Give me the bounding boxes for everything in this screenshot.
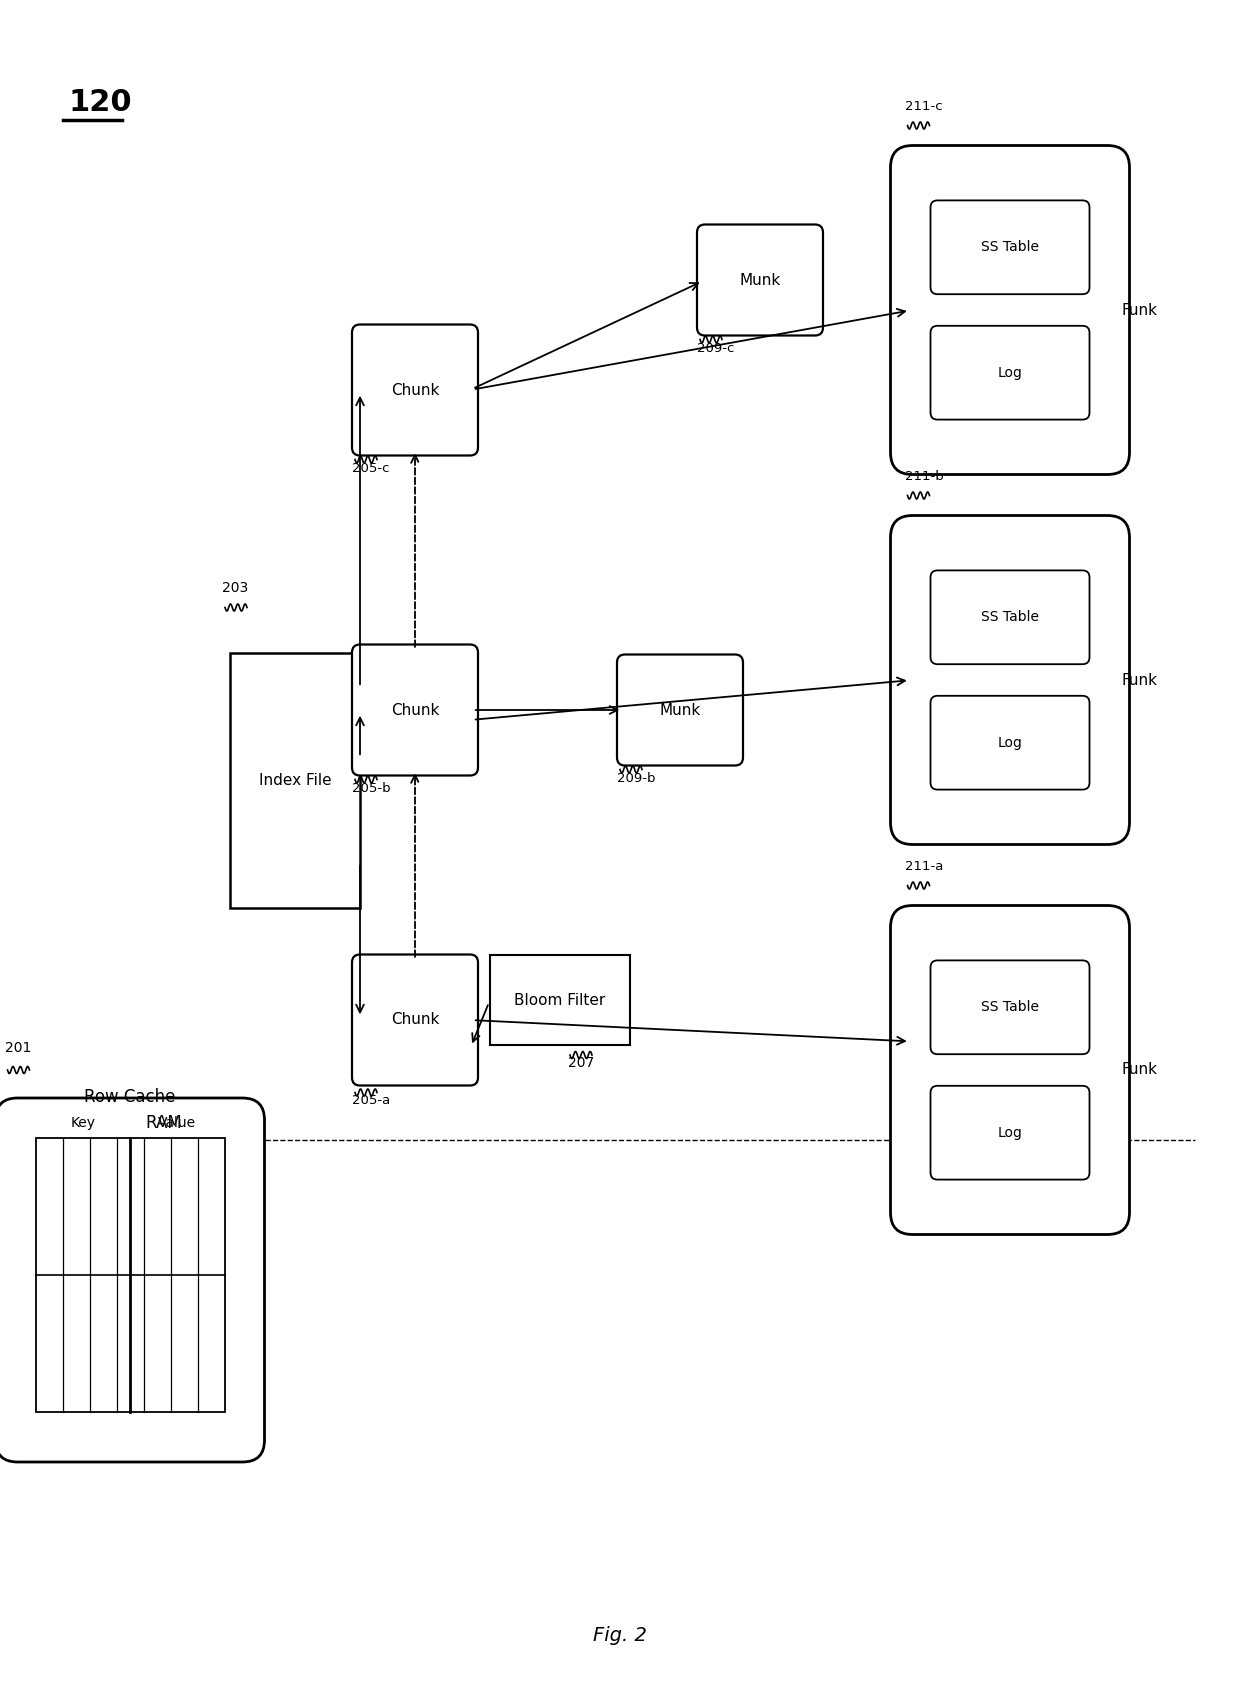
Bar <box>36 1138 224 1413</box>
Text: Index File: Index File <box>259 773 331 788</box>
Text: Bloom Filter: Bloom Filter <box>515 993 605 1007</box>
Text: Value: Value <box>159 1116 196 1129</box>
FancyBboxPatch shape <box>890 146 1130 474</box>
FancyBboxPatch shape <box>930 961 1090 1054</box>
FancyBboxPatch shape <box>0 1099 264 1462</box>
Text: 120: 120 <box>68 88 131 117</box>
FancyBboxPatch shape <box>352 954 477 1085</box>
Text: 209-c: 209-c <box>697 341 734 355</box>
Text: Row Cache: Row Cache <box>84 1088 176 1105</box>
Text: Chunk: Chunk <box>391 382 439 397</box>
FancyBboxPatch shape <box>890 516 1130 844</box>
Text: Log: Log <box>997 1126 1023 1139</box>
FancyBboxPatch shape <box>352 645 477 776</box>
Text: 211-c: 211-c <box>904 100 942 112</box>
Text: Log: Log <box>997 365 1023 380</box>
Text: 205-a: 205-a <box>352 1095 391 1107</box>
FancyBboxPatch shape <box>930 200 1090 294</box>
Text: Chunk: Chunk <box>391 703 439 718</box>
Bar <box>490 954 630 1044</box>
Text: 203: 203 <box>222 581 248 594</box>
FancyBboxPatch shape <box>618 654 743 766</box>
Text: Disk: Disk <box>145 1150 181 1168</box>
Text: 201: 201 <box>5 1041 32 1054</box>
Text: RAM: RAM <box>145 1114 182 1133</box>
FancyBboxPatch shape <box>890 905 1130 1234</box>
Text: 205-b: 205-b <box>352 781 391 795</box>
Bar <box>229 652 360 907</box>
Text: Funk: Funk <box>1121 302 1157 318</box>
Text: Funk: Funk <box>1121 1063 1157 1078</box>
Text: Munk: Munk <box>660 703 701 718</box>
Text: Munk: Munk <box>739 272 781 287</box>
Text: 211-b: 211-b <box>904 470 944 482</box>
Text: SS Table: SS Table <box>981 610 1039 625</box>
Text: 209-b: 209-b <box>618 771 656 784</box>
FancyBboxPatch shape <box>352 324 477 455</box>
Text: SS Table: SS Table <box>981 1000 1039 1014</box>
FancyBboxPatch shape <box>697 224 823 336</box>
Text: 207: 207 <box>568 1056 594 1070</box>
Text: 205-c: 205-c <box>352 462 389 474</box>
FancyBboxPatch shape <box>930 696 1090 790</box>
Text: SS Table: SS Table <box>981 241 1039 255</box>
FancyBboxPatch shape <box>930 571 1090 664</box>
FancyBboxPatch shape <box>930 1085 1090 1180</box>
Text: Fig. 2: Fig. 2 <box>593 1627 647 1645</box>
Text: Key: Key <box>71 1116 95 1129</box>
Text: 211-a: 211-a <box>904 859 942 873</box>
FancyBboxPatch shape <box>930 326 1090 419</box>
Text: Log: Log <box>997 735 1023 751</box>
Text: Chunk: Chunk <box>391 1012 439 1027</box>
Text: Funk: Funk <box>1121 672 1157 688</box>
